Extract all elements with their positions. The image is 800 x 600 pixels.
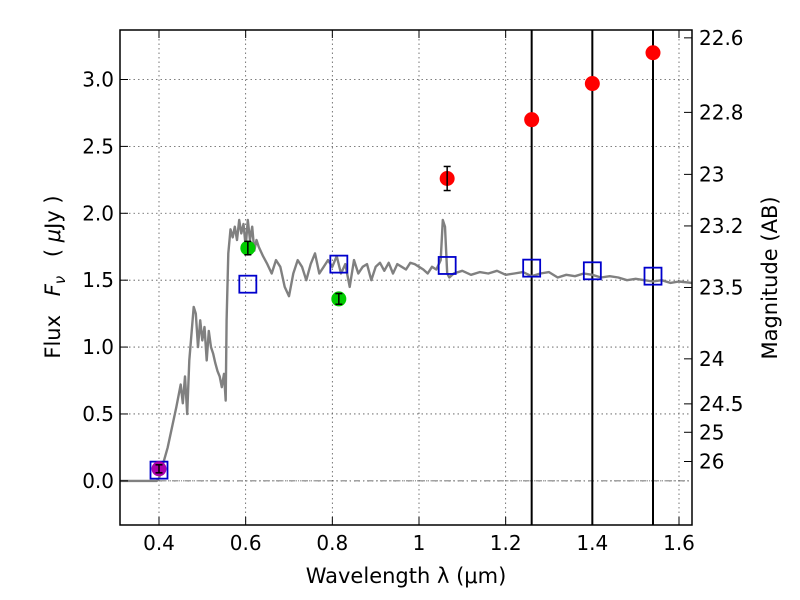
x-tick-label: 0.4 bbox=[143, 531, 175, 555]
spectrum-line bbox=[120, 218, 692, 483]
synthetic-photometry-marker bbox=[238, 274, 258, 294]
magnitude-tick-label: 23.2 bbox=[699, 214, 744, 238]
y-tick-label: 0.0 bbox=[82, 469, 114, 493]
synthetic-photometry-marker bbox=[437, 256, 457, 275]
y-tick-label: 2.0 bbox=[82, 201, 114, 225]
synthetic-photometry-marker bbox=[522, 258, 542, 278]
photometry-point bbox=[645, 45, 661, 61]
magnitude-tick-label: 23.5 bbox=[699, 275, 744, 299]
y-axis-label-word: Flux bbox=[41, 315, 65, 359]
photometry-point bbox=[584, 76, 600, 92]
magnitude-tick-label: 26 bbox=[699, 450, 724, 474]
synthetic-photometry-marker bbox=[582, 261, 602, 281]
photometry-point bbox=[524, 112, 540, 128]
y-axis-label-mu: μ bbox=[41, 229, 65, 243]
x-tick-label: 0.8 bbox=[316, 531, 348, 555]
magnitude-tick-label: 23 bbox=[699, 162, 724, 186]
y-tick-label: 1.0 bbox=[82, 335, 114, 359]
plot-frame bbox=[119, 29, 693, 526]
plot-area bbox=[120, 30, 692, 525]
x-axis-label: Wavelength λ (μm) bbox=[306, 564, 507, 588]
x-tick-label: 1 bbox=[413, 531, 426, 555]
y-axis-label-subscript: ν bbox=[51, 276, 69, 284]
magnitude-axis-label: Magnitude (AB) bbox=[758, 196, 782, 359]
tick-marks bbox=[120, 30, 692, 525]
y-tick-label: 2.5 bbox=[82, 134, 114, 158]
tick-labels: 0.4 0.6 0.8 1 1.2 1.4 1.6 0.0 0.5 1.0 1.5 2.0 2.5 3.0… bbox=[82, 26, 743, 555]
synthetic-photometry-marker bbox=[329, 254, 349, 274]
x-tick-label: 1.6 bbox=[663, 531, 695, 555]
y-axis-label-open: ( bbox=[41, 242, 65, 257]
x-tick-label: 1.2 bbox=[490, 531, 522, 555]
magnitude-tick-label: 25 bbox=[699, 420, 724, 444]
magnitude-tick-label: 22.6 bbox=[699, 26, 744, 50]
magnitude-tick-label: 22.8 bbox=[699, 100, 744, 124]
magnitude-tick-label: 24.5 bbox=[699, 392, 744, 416]
y-axis-label-symbol: F bbox=[41, 283, 65, 296]
y-axis-label: Flux Fν ( μJy ) bbox=[41, 195, 70, 358]
magnitude-tick-label: 24 bbox=[699, 347, 724, 371]
x-tick-label: 1.4 bbox=[576, 531, 608, 555]
synthetic-photometry-marker bbox=[643, 266, 663, 286]
y-tick-label: 3.0 bbox=[82, 68, 114, 92]
y-tick-label: 0.5 bbox=[82, 402, 114, 426]
y-axis-label-unit: Jy ) bbox=[41, 195, 65, 231]
grid-lines bbox=[120, 30, 692, 525]
x-tick-label: 0.6 bbox=[230, 531, 262, 555]
y-tick-label: 1.5 bbox=[82, 268, 114, 292]
